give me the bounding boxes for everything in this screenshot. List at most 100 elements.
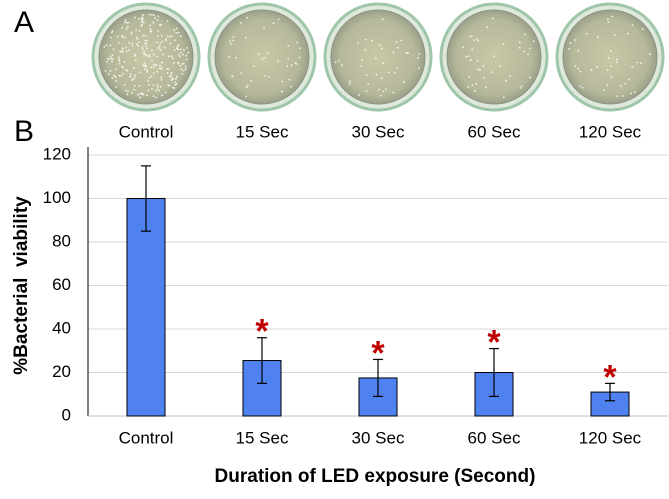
colony bbox=[153, 14, 155, 17]
colony bbox=[155, 41, 158, 44]
colony bbox=[182, 62, 185, 65]
colony bbox=[367, 83, 370, 86]
colony bbox=[147, 79, 149, 82]
colony bbox=[606, 84, 609, 87]
colony bbox=[418, 53, 421, 55]
colony bbox=[121, 47, 124, 50]
colony bbox=[181, 73, 184, 75]
colony bbox=[502, 96, 505, 99]
bar bbox=[126, 198, 166, 417]
dish-row: Control 15 Sec 30 Sec 60 Sec 120 Sec bbox=[91, 2, 665, 141]
colony bbox=[585, 32, 588, 35]
colony bbox=[151, 87, 153, 90]
dish-agar bbox=[214, 9, 310, 105]
colony bbox=[364, 38, 367, 41]
colony bbox=[261, 58, 264, 61]
colony bbox=[360, 65, 363, 67]
colony bbox=[626, 32, 629, 35]
colony bbox=[167, 68, 170, 71]
colony bbox=[121, 34, 124, 37]
colony bbox=[641, 28, 644, 31]
colony bbox=[382, 62, 384, 65]
colony bbox=[166, 68, 169, 70]
colony bbox=[156, 83, 159, 86]
colony bbox=[610, 65, 612, 67]
colony bbox=[143, 62, 146, 64]
colony bbox=[382, 90, 385, 93]
colony bbox=[174, 81, 177, 84]
colony bbox=[156, 88, 159, 91]
colony bbox=[156, 55, 159, 58]
colony bbox=[636, 61, 639, 64]
colony bbox=[473, 39, 476, 42]
colony bbox=[393, 71, 396, 74]
colony bbox=[177, 31, 180, 34]
colony bbox=[493, 55, 496, 58]
colony bbox=[395, 41, 398, 43]
colony bbox=[118, 74, 121, 77]
colony bbox=[131, 45, 134, 47]
colony bbox=[469, 35, 471, 38]
dish-agar bbox=[330, 9, 426, 105]
colony bbox=[160, 76, 163, 79]
colony bbox=[579, 85, 581, 88]
colony bbox=[340, 64, 343, 67]
colony bbox=[288, 78, 291, 81]
colony bbox=[528, 47, 531, 50]
colony bbox=[109, 55, 112, 58]
significance-mark: * bbox=[255, 313, 269, 351]
colony bbox=[126, 93, 129, 96]
colony bbox=[137, 41, 140, 44]
colony bbox=[334, 61, 337, 64]
colony bbox=[630, 92, 633, 95]
colony bbox=[122, 66, 125, 69]
colony bbox=[134, 16, 136, 19]
colony bbox=[108, 58, 110, 61]
colony bbox=[176, 76, 178, 78]
colony bbox=[184, 68, 187, 71]
colony bbox=[470, 34, 473, 37]
colony bbox=[164, 91, 167, 94]
colony bbox=[392, 51, 395, 54]
colony bbox=[131, 92, 133, 94]
colony bbox=[158, 67, 161, 70]
colony bbox=[166, 72, 169, 74]
colony bbox=[405, 51, 408, 54]
colony bbox=[179, 55, 181, 58]
colony bbox=[155, 96, 157, 99]
colony bbox=[156, 19, 159, 21]
colony bbox=[357, 94, 360, 96]
colony bbox=[240, 72, 243, 74]
colony bbox=[185, 58, 188, 61]
colony bbox=[143, 68, 146, 71]
colony bbox=[296, 41, 298, 44]
colony bbox=[147, 55, 149, 57]
colony bbox=[133, 67, 135, 69]
colony bbox=[134, 53, 137, 56]
dish-label: 15 Sec bbox=[236, 122, 289, 141]
colony bbox=[156, 70, 159, 73]
colony bbox=[161, 94, 163, 97]
colony bbox=[150, 75, 153, 78]
colony bbox=[139, 96, 142, 99]
colony bbox=[163, 46, 166, 49]
colony bbox=[177, 61, 179, 64]
colony bbox=[159, 48, 162, 51]
colony bbox=[129, 73, 132, 76]
colony bbox=[173, 87, 176, 90]
colony bbox=[246, 16, 248, 19]
colony bbox=[137, 18, 140, 20]
colony bbox=[631, 24, 634, 26]
y-tick-label: 60 bbox=[52, 275, 71, 294]
colony bbox=[624, 82, 627, 85]
colony bbox=[106, 60, 109, 63]
colony bbox=[140, 18, 143, 20]
colony bbox=[606, 69, 609, 72]
colony bbox=[140, 25, 143, 27]
x-tick-label: 60 Sec bbox=[468, 428, 521, 447]
colony bbox=[149, 27, 152, 30]
colony bbox=[133, 84, 136, 87]
colony bbox=[118, 58, 120, 61]
colony bbox=[502, 43, 505, 45]
colony bbox=[527, 53, 530, 56]
